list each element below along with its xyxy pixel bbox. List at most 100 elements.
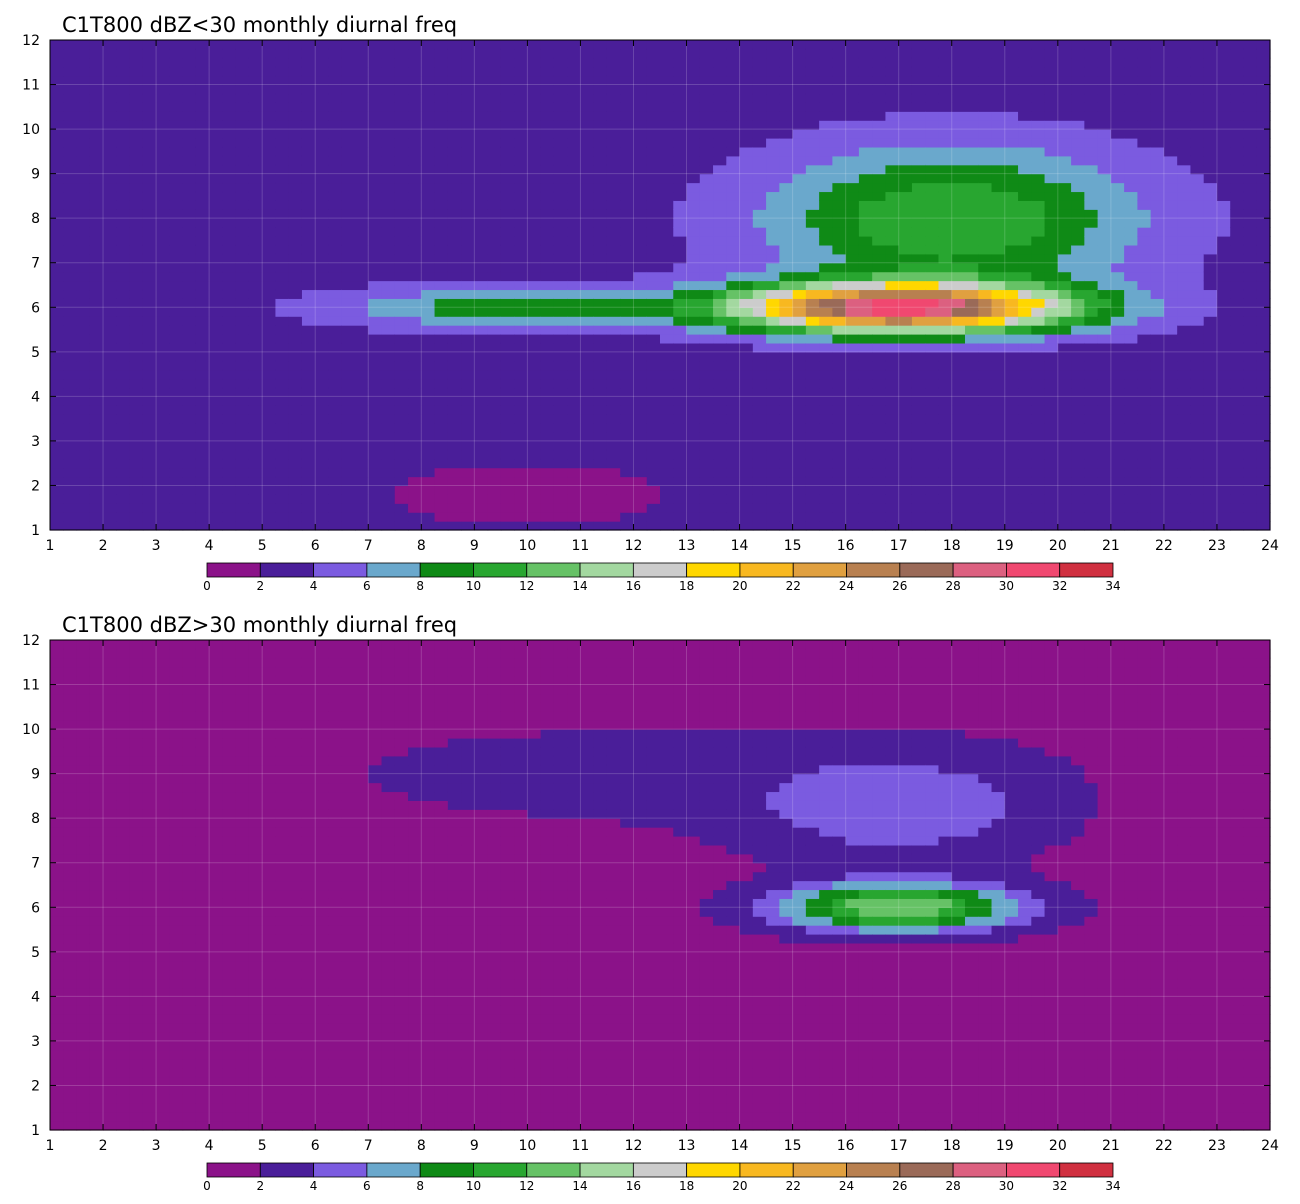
heat-cell: [1057, 218, 1072, 228]
heat-cell: [593, 57, 608, 68]
heat-cell: [89, 316, 104, 326]
heat-cell: [235, 334, 250, 344]
heat-cell: [301, 280, 316, 291]
heat-cell: [792, 449, 807, 460]
heat-cell: [487, 387, 502, 397]
heat-cell: [1203, 84, 1218, 95]
heat-cell: [129, 253, 144, 264]
heat-cell: [129, 129, 144, 139]
heat-cell: [209, 485, 223, 495]
heat-cell: [606, 173, 621, 184]
heat-cell: [76, 467, 91, 478]
heat-cell: [805, 432, 820, 442]
heat-cell: [1071, 66, 1085, 77]
heat-cell: [1203, 173, 1218, 184]
heat-cell: [646, 138, 661, 148]
heat-cell: [1084, 512, 1099, 522]
heat-cell: [1110, 244, 1125, 255]
heat-cell: [129, 155, 144, 166]
heat-cell: [606, 75, 621, 86]
heat-cell: [686, 485, 701, 495]
heat-cell: [606, 164, 621, 175]
heat-cell: [673, 387, 688, 397]
heat-cell: [1124, 387, 1138, 397]
heat-cell: [394, 405, 409, 415]
heat-cell: [103, 244, 117, 255]
heat-cell: [1004, 298, 1019, 308]
heat-cell: [1004, 57, 1019, 68]
heat-cell: [553, 218, 568, 228]
heat-cell: [447, 218, 462, 228]
heat-cell: [222, 191, 237, 201]
heat-cell: [116, 218, 131, 228]
heat-cell: [1071, 138, 1085, 148]
heat-cell: [1110, 111, 1125, 121]
heat-cell: [1216, 227, 1231, 237]
heat-cell: [262, 378, 277, 389]
heat-cell: [1031, 102, 1046, 112]
heat-cell: [461, 138, 475, 148]
heat-cell: [1031, 120, 1046, 130]
heat-cell: [301, 40, 316, 50]
heat-cell: [301, 458, 316, 469]
heat-cell: [593, 48, 608, 59]
heat-cell: [368, 467, 383, 478]
heat-cell: [911, 227, 926, 237]
heat-cell: [447, 84, 462, 95]
heat-cell: [991, 342, 1006, 353]
heat-cell: [726, 449, 741, 460]
heat-cell: [301, 351, 316, 362]
heat-cell: [1177, 48, 1192, 59]
heat-cell: [527, 369, 542, 380]
heat-cell: [394, 334, 409, 344]
heat-cell: [699, 414, 714, 424]
heat-cell: [142, 102, 157, 112]
heat-cell: [1190, 40, 1205, 50]
heat-cell: [500, 236, 515, 246]
heat-cell: [898, 93, 913, 103]
heat-cell: [620, 342, 635, 353]
heat-cell: [593, 342, 608, 353]
heat-cell: [991, 75, 1006, 86]
heat-cell: [50, 173, 64, 184]
heat-cell: [1044, 485, 1059, 495]
heat-cell: [1137, 325, 1152, 335]
heat-cell: [699, 40, 714, 50]
heat-cell: [76, 155, 91, 166]
heat-cell: [1203, 57, 1218, 68]
heat-cell: [686, 334, 701, 344]
heat-cell: [195, 307, 210, 317]
heat-cell: [235, 503, 250, 513]
heat-cell: [129, 48, 144, 59]
heat-cell: [1150, 218, 1165, 228]
heat-cell: [872, 307, 887, 317]
heat-cell: [819, 458, 833, 469]
heat-cell: [938, 280, 953, 291]
heat-cell: [832, 503, 847, 513]
heat-cell: [965, 66, 979, 77]
heat-cell: [766, 503, 780, 513]
heat-cell: [553, 378, 568, 389]
heat-cell: [262, 360, 277, 371]
heat-cell: [355, 102, 369, 112]
heat-cell: [394, 84, 409, 95]
heat-cell: [474, 191, 489, 201]
heat-cell: [779, 209, 794, 219]
heat-cell: [50, 485, 64, 495]
heat-cell: [1124, 334, 1138, 344]
heat-cell: [461, 485, 475, 495]
heat-cell: [1124, 280, 1138, 291]
heat-cell: [248, 146, 263, 157]
heat-cell: [686, 93, 701, 103]
heat-cell: [182, 102, 197, 112]
heat-cell: [606, 280, 621, 291]
heat-cell: [766, 405, 780, 415]
heat-cell: [978, 440, 993, 451]
heat-cell: [222, 414, 237, 424]
heat-cell: [408, 280, 422, 291]
heat-cell: [1004, 236, 1019, 246]
heat-cell: [951, 342, 966, 353]
heat-cell: [514, 182, 528, 193]
heat-cell: [1177, 396, 1192, 406]
heat-cell: [1243, 146, 1258, 157]
